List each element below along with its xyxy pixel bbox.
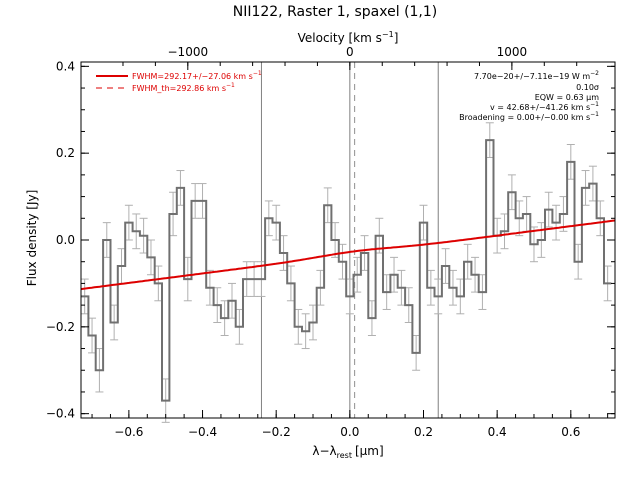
spectrum-series bbox=[81, 139, 612, 402]
legend-item-fwhm: FWHM=292.17+/−27.06 km s−1 bbox=[132, 70, 262, 81]
y-axis-ticks: −0.4 −0.2 0.0 0.2 0.4 bbox=[46, 59, 615, 421]
legend-item-fwhm-th: FWHM_th=292.86 km s−1 bbox=[132, 82, 235, 93]
plot-area bbox=[80, 62, 616, 423]
fit-series bbox=[80, 219, 616, 291]
x-tick-label: 0.0 bbox=[340, 425, 359, 439]
y-tick-label: 0.0 bbox=[56, 233, 75, 247]
top-axis-label: Velocity [km s−1] bbox=[298, 30, 399, 45]
reference-lines bbox=[260, 62, 439, 418]
chart-title: NII122, Raster 1, spaxel (1,1) bbox=[233, 4, 438, 20]
top-tick-label: 1000 bbox=[497, 45, 528, 59]
x-tick-label: −0.2 bbox=[262, 425, 291, 439]
annotation-integrated-flux: 7.70e−20+/−7.11e−19 W m−2 bbox=[474, 70, 599, 81]
top-axis-ticks: −1000 0 1000 bbox=[122, 45, 578, 70]
x-tick-label: −0.4 bbox=[188, 425, 217, 439]
y-axis-label: Flux density [Jy] bbox=[25, 190, 39, 287]
annotation-significance: 0.10σ bbox=[576, 83, 599, 92]
y-tick-label: 0.2 bbox=[56, 146, 75, 160]
y-tick-label: 0.4 bbox=[56, 59, 75, 73]
legend: FWHM=292.17+/−27.06 km s−1 FWHM_th=292.8… bbox=[96, 70, 262, 93]
y-tick-label: −0.4 bbox=[46, 407, 75, 421]
x-tick-label: 0.2 bbox=[414, 425, 433, 439]
x-tick-label: −0.6 bbox=[114, 425, 143, 439]
annotation-broadening: Broadening = 0.00+/−0.00 km s−1 bbox=[459, 111, 599, 122]
x-tick-label: 0.4 bbox=[488, 425, 507, 439]
fit-annotations: 7.70e−20+/−7.11e−19 W m−2 0.10σ EQW = 0.… bbox=[459, 70, 599, 122]
annotation-eqw: EQW = 0.63 μm bbox=[535, 93, 599, 102]
top-tick-label: −1000 bbox=[168, 45, 209, 59]
x-tick-label: 0.6 bbox=[561, 425, 580, 439]
y-tick-label: −0.2 bbox=[46, 320, 75, 334]
x-axis-ticks: −0.6 −0.4 −0.2 0.0 0.2 0.4 0.6 bbox=[91, 410, 609, 439]
top-tick-label: 0 bbox=[346, 45, 354, 59]
x-axis-label: λ−λrest [μm] bbox=[312, 444, 383, 460]
annotation-velocity: v = 42.68+/−41.26 km s−1 bbox=[490, 101, 599, 112]
